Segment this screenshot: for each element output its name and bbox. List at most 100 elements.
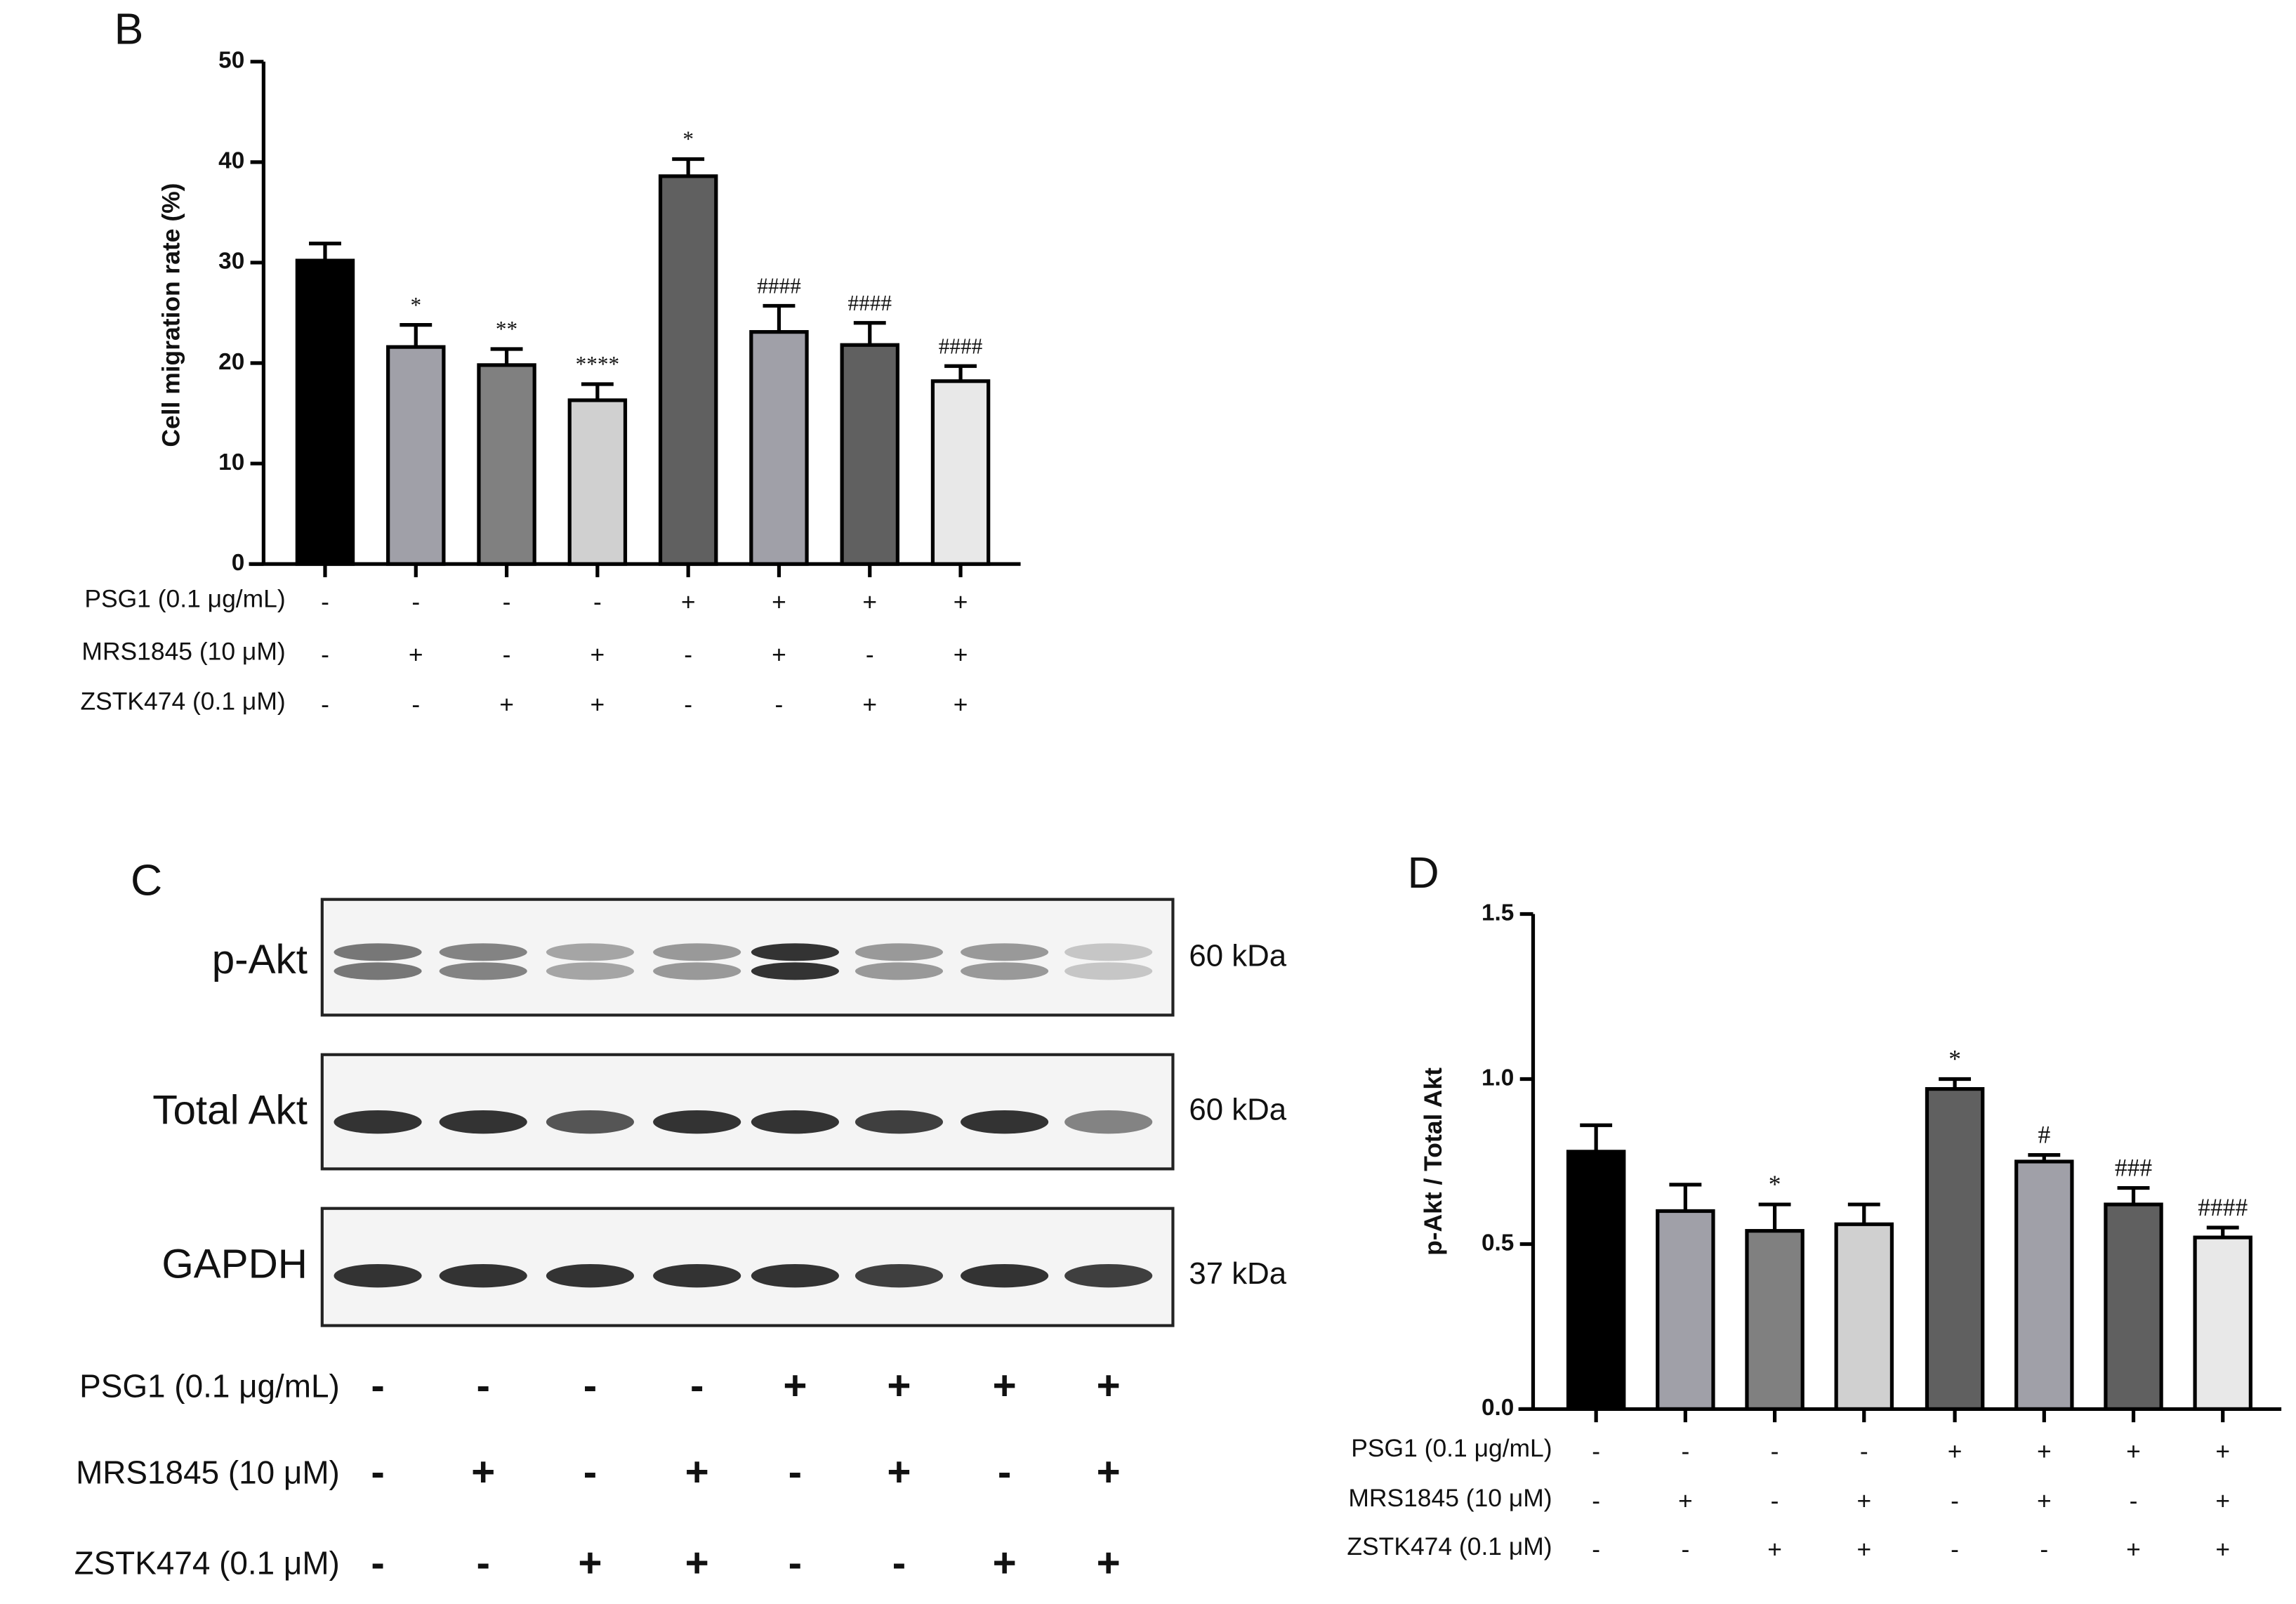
blot-band — [439, 943, 527, 961]
bar — [295, 258, 355, 566]
condition-mark: + — [681, 588, 696, 616]
condition-mark: + — [954, 588, 968, 616]
condition-mark: - — [1592, 1535, 1600, 1563]
condition-mark: - — [476, 1363, 489, 1409]
bar — [658, 174, 718, 566]
blot-band — [334, 1110, 422, 1134]
condition-mark: - — [892, 1540, 906, 1586]
blot-band — [653, 1110, 741, 1134]
bar — [1656, 1209, 1715, 1412]
condition-mark: + — [2215, 1535, 2230, 1563]
blot-band — [855, 1263, 944, 1288]
bar — [840, 343, 899, 566]
condition-mark: + — [2215, 1437, 2230, 1465]
bar — [386, 345, 446, 566]
condition-label: PSG1 (0.1 μg/mL) — [84, 585, 285, 613]
condition-mark: - — [371, 1449, 384, 1495]
y-tick-label: 0.0 — [1482, 1395, 1514, 1421]
condition-mark: + — [1856, 1487, 1871, 1515]
bar — [930, 379, 991, 566]
blot-band — [439, 962, 527, 980]
condition-label: ZSTK474 (0.1 μM) — [1347, 1532, 1552, 1560]
y-axis-label: p-Akt / Total Akt — [1419, 1067, 1447, 1256]
blot-band — [855, 1110, 944, 1134]
blot-band — [855, 943, 944, 961]
condition-mark: + — [409, 640, 423, 669]
blot-band — [855, 962, 944, 980]
condition-mark: - — [583, 1363, 597, 1409]
condition-mark: - — [371, 1363, 384, 1409]
condition-mark: + — [2126, 1437, 2141, 1465]
blot-band — [653, 943, 741, 961]
condition-mark: - — [503, 640, 511, 669]
condition-mark: + — [2126, 1535, 2141, 1563]
significance-label: ### — [2115, 1154, 2152, 1182]
blot-band — [334, 943, 422, 961]
condition-label: MRS1845 (10 μM) — [76, 1454, 340, 1490]
condition-label: MRS1845 (10 μM) — [1348, 1484, 1552, 1512]
condition-mark: - — [789, 1540, 802, 1586]
panel-label: D — [1407, 848, 1439, 898]
blot-band — [546, 962, 635, 980]
condition-mark: - — [866, 640, 874, 669]
y-tick-label: 40 — [218, 148, 244, 174]
bar-chart: 0.00.51.01.5**########PSG1 (0.1 μg/mL) - -… — [1347, 900, 2282, 1563]
condition-mark: + — [783, 1363, 807, 1409]
blot-band — [1064, 943, 1153, 961]
condition-mark: - — [411, 588, 420, 616]
y-tick-label: 10 — [218, 449, 244, 475]
significance-label: ** — [496, 317, 517, 341]
y-tick-label: 50 — [218, 48, 244, 74]
blot-band — [961, 962, 1049, 980]
significance-label: * — [1769, 1170, 1781, 1198]
condition-mark: - — [789, 1449, 802, 1495]
condition-mark: + — [499, 690, 514, 718]
blot-band — [751, 943, 839, 961]
condition-mark: - — [1860, 1437, 1868, 1465]
condition-mark: + — [772, 640, 786, 669]
blot-band — [961, 943, 1049, 961]
condition-mark: + — [954, 690, 968, 718]
condition-mark: - — [690, 1363, 704, 1409]
condition-mark: - — [998, 1449, 1011, 1495]
condition-mark: - — [1681, 1535, 1689, 1563]
condition-mark: - — [1771, 1437, 1779, 1465]
condition-mark: + — [887, 1363, 911, 1409]
condition-mark: + — [862, 588, 877, 616]
condition-mark: - — [1592, 1437, 1600, 1465]
condition-mark: + — [1097, 1449, 1121, 1495]
blot-band — [961, 1263, 1049, 1288]
blot-band — [334, 1263, 422, 1288]
significance-label: **** — [576, 352, 620, 376]
significance-label: #### — [2198, 1193, 2248, 1221]
condition-mark: - — [411, 690, 420, 718]
condition-mark: + — [471, 1449, 495, 1495]
significance-label: * — [410, 293, 421, 317]
condition-mark: + — [993, 1363, 1017, 1409]
blot-band — [439, 1263, 527, 1288]
blot-frame — [320, 1053, 1175, 1171]
condition-mark: - — [1951, 1535, 1959, 1563]
condition-mark: - — [321, 588, 329, 616]
condition-mark: + — [685, 1540, 709, 1586]
condition-mark: - — [775, 690, 784, 718]
blot-band — [1064, 1110, 1153, 1134]
blot-band — [439, 1110, 527, 1134]
significance-label: #### — [847, 291, 892, 315]
blot-size-label: 60 kDa — [1189, 939, 1286, 973]
condition-mark: - — [1592, 1487, 1600, 1515]
bar — [477, 363, 536, 566]
y-tick-label: 0.5 — [1482, 1230, 1514, 1256]
blot-row-label: Total Akt — [152, 1088, 308, 1133]
condition-mark: - — [684, 640, 692, 669]
blot-frames — [320, 898, 1175, 1327]
condition-mark: + — [578, 1540, 602, 1586]
bar — [1925, 1086, 1985, 1412]
condition-mark: + — [1097, 1363, 1121, 1409]
condition-label: ZSTK474 (0.1 μM) — [80, 688, 285, 716]
blot-band — [653, 962, 741, 980]
bar — [1745, 1229, 1805, 1412]
y-tick-label: 0 — [232, 550, 245, 576]
